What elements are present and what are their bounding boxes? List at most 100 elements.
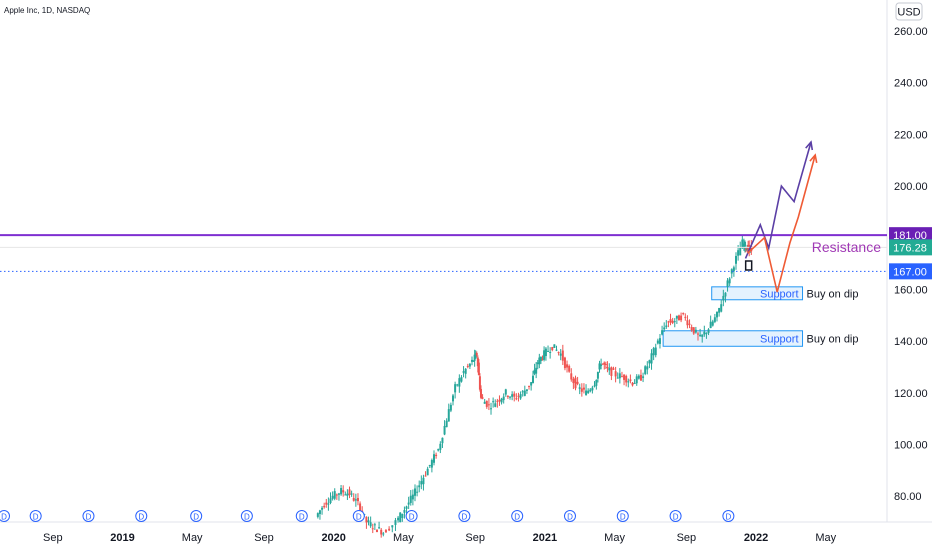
- candle-body: [711, 321, 714, 326]
- projection-arrowhead: [805, 140, 814, 151]
- candle-body: [707, 329, 710, 333]
- candle-body: [369, 522, 372, 527]
- dividend-marker-label: D: [1, 513, 7, 522]
- candle-body: [737, 250, 740, 256]
- candle-body: [696, 333, 699, 335]
- candle-body: [485, 400, 488, 407]
- candle-body: [458, 378, 461, 387]
- dividend-marker[interactable]: [29, 510, 42, 522]
- candle-body: [705, 332, 708, 334]
- candle-body: [371, 528, 374, 530]
- dividend-marker[interactable]: [352, 510, 365, 522]
- symbol-title: Apple Inc, 1D, NASDAQ: [4, 6, 90, 15]
- candle-body: [694, 329, 697, 333]
- dividend-marker[interactable]: [295, 510, 308, 522]
- candle-body: [610, 367, 613, 376]
- candle-body: [671, 320, 674, 323]
- dividend-marker[interactable]: [616, 510, 629, 522]
- dividend-marker[interactable]: [0, 510, 10, 522]
- candle-body: [669, 319, 672, 323]
- candle-body: [692, 327, 695, 334]
- x-tick-label: 2021: [533, 532, 557, 544]
- time-axis[interactable]: Sep 2019 May Sep 2020 May Sep 2021 May Sep 2022 May: [43, 532, 837, 544]
- x-tick-label: 2020: [321, 532, 345, 544]
- candle-body: [608, 367, 611, 371]
- support-label: Support: [760, 334, 799, 346]
- candle-body: [600, 364, 603, 366]
- candle-body: [680, 315, 683, 321]
- candle-body: [420, 481, 423, 485]
- candle-body: [646, 366, 649, 370]
- candle-body: [394, 520, 397, 525]
- candle-body: [574, 377, 577, 389]
- candle-body: [413, 488, 416, 496]
- x-tick-label: May: [393, 532, 414, 544]
- candle-body: [445, 420, 448, 428]
- candle-body: [745, 248, 748, 250]
- candle-body: [553, 344, 556, 348]
- candle-body: [620, 376, 623, 378]
- candle-body: [316, 513, 319, 517]
- dividend-marker-label: D: [620, 513, 626, 522]
- support-zone: [711, 286, 804, 301]
- candle-body: [352, 497, 355, 501]
- dividend-marker[interactable]: [722, 510, 735, 522]
- candle-body: [566, 364, 569, 368]
- candle-body: [650, 353, 653, 364]
- dividend-marker[interactable]: [669, 510, 682, 522]
- candle-body: [340, 488, 343, 495]
- dividend-marker[interactable]: [405, 510, 418, 522]
- candle-body: [734, 255, 737, 264]
- candle-body: [519, 394, 522, 399]
- candle-body: [576, 381, 579, 384]
- dividend-marker[interactable]: [82, 510, 95, 522]
- candle-body: [533, 369, 536, 374]
- y-tick-label: 100.00: [894, 439, 928, 451]
- dividend-marker[interactable]: [511, 510, 524, 522]
- candle-body: [354, 499, 357, 501]
- dividend-marker-label: D: [33, 513, 39, 522]
- candle-body: [741, 239, 744, 249]
- candle-body: [728, 278, 731, 284]
- dividend-marker[interactable]: [190, 510, 203, 522]
- projection-arrowhead: [809, 153, 818, 164]
- candle-body: [335, 494, 338, 496]
- y-tick-label: 220.00: [894, 129, 928, 141]
- candle-body: [544, 348, 547, 357]
- candle-body: [539, 356, 542, 362]
- price-label-bg: [889, 227, 932, 244]
- candle-body: [367, 520, 370, 523]
- candle-body: [327, 503, 330, 505]
- candle-body: [487, 404, 490, 406]
- dividend-marker-label: D: [86, 513, 92, 522]
- candle-body: [454, 384, 457, 393]
- candle-body: [380, 529, 383, 535]
- candle-body: [468, 363, 471, 367]
- candle-body: [342, 490, 345, 493]
- dividend-marker[interactable]: [458, 510, 471, 522]
- currency-button[interactable]: USD: [895, 2, 923, 21]
- candle-body: [652, 348, 655, 356]
- candle-body: [686, 320, 689, 326]
- candle-body: [618, 373, 621, 379]
- dividend-marker[interactable]: [135, 510, 148, 522]
- candle-body: [598, 363, 601, 370]
- candle-body: [476, 357, 479, 367]
- x-tick-label: May: [604, 532, 625, 544]
- currency-label: USD: [897, 7, 920, 19]
- x-tick-label: Sep: [254, 532, 274, 544]
- candle-body: [323, 505, 326, 508]
- dividend-marker[interactable]: [563, 510, 576, 522]
- candle-body: [528, 385, 531, 387]
- price-series: [316, 235, 753, 538]
- candle-body: [384, 530, 387, 533]
- candle-body: [490, 408, 493, 410]
- dividend-marker[interactable]: [240, 510, 253, 522]
- candle-body: [591, 387, 594, 391]
- candle-body: [612, 368, 615, 370]
- candle-body: [639, 374, 642, 381]
- candle-body: [535, 367, 538, 374]
- candle-body: [441, 437, 444, 444]
